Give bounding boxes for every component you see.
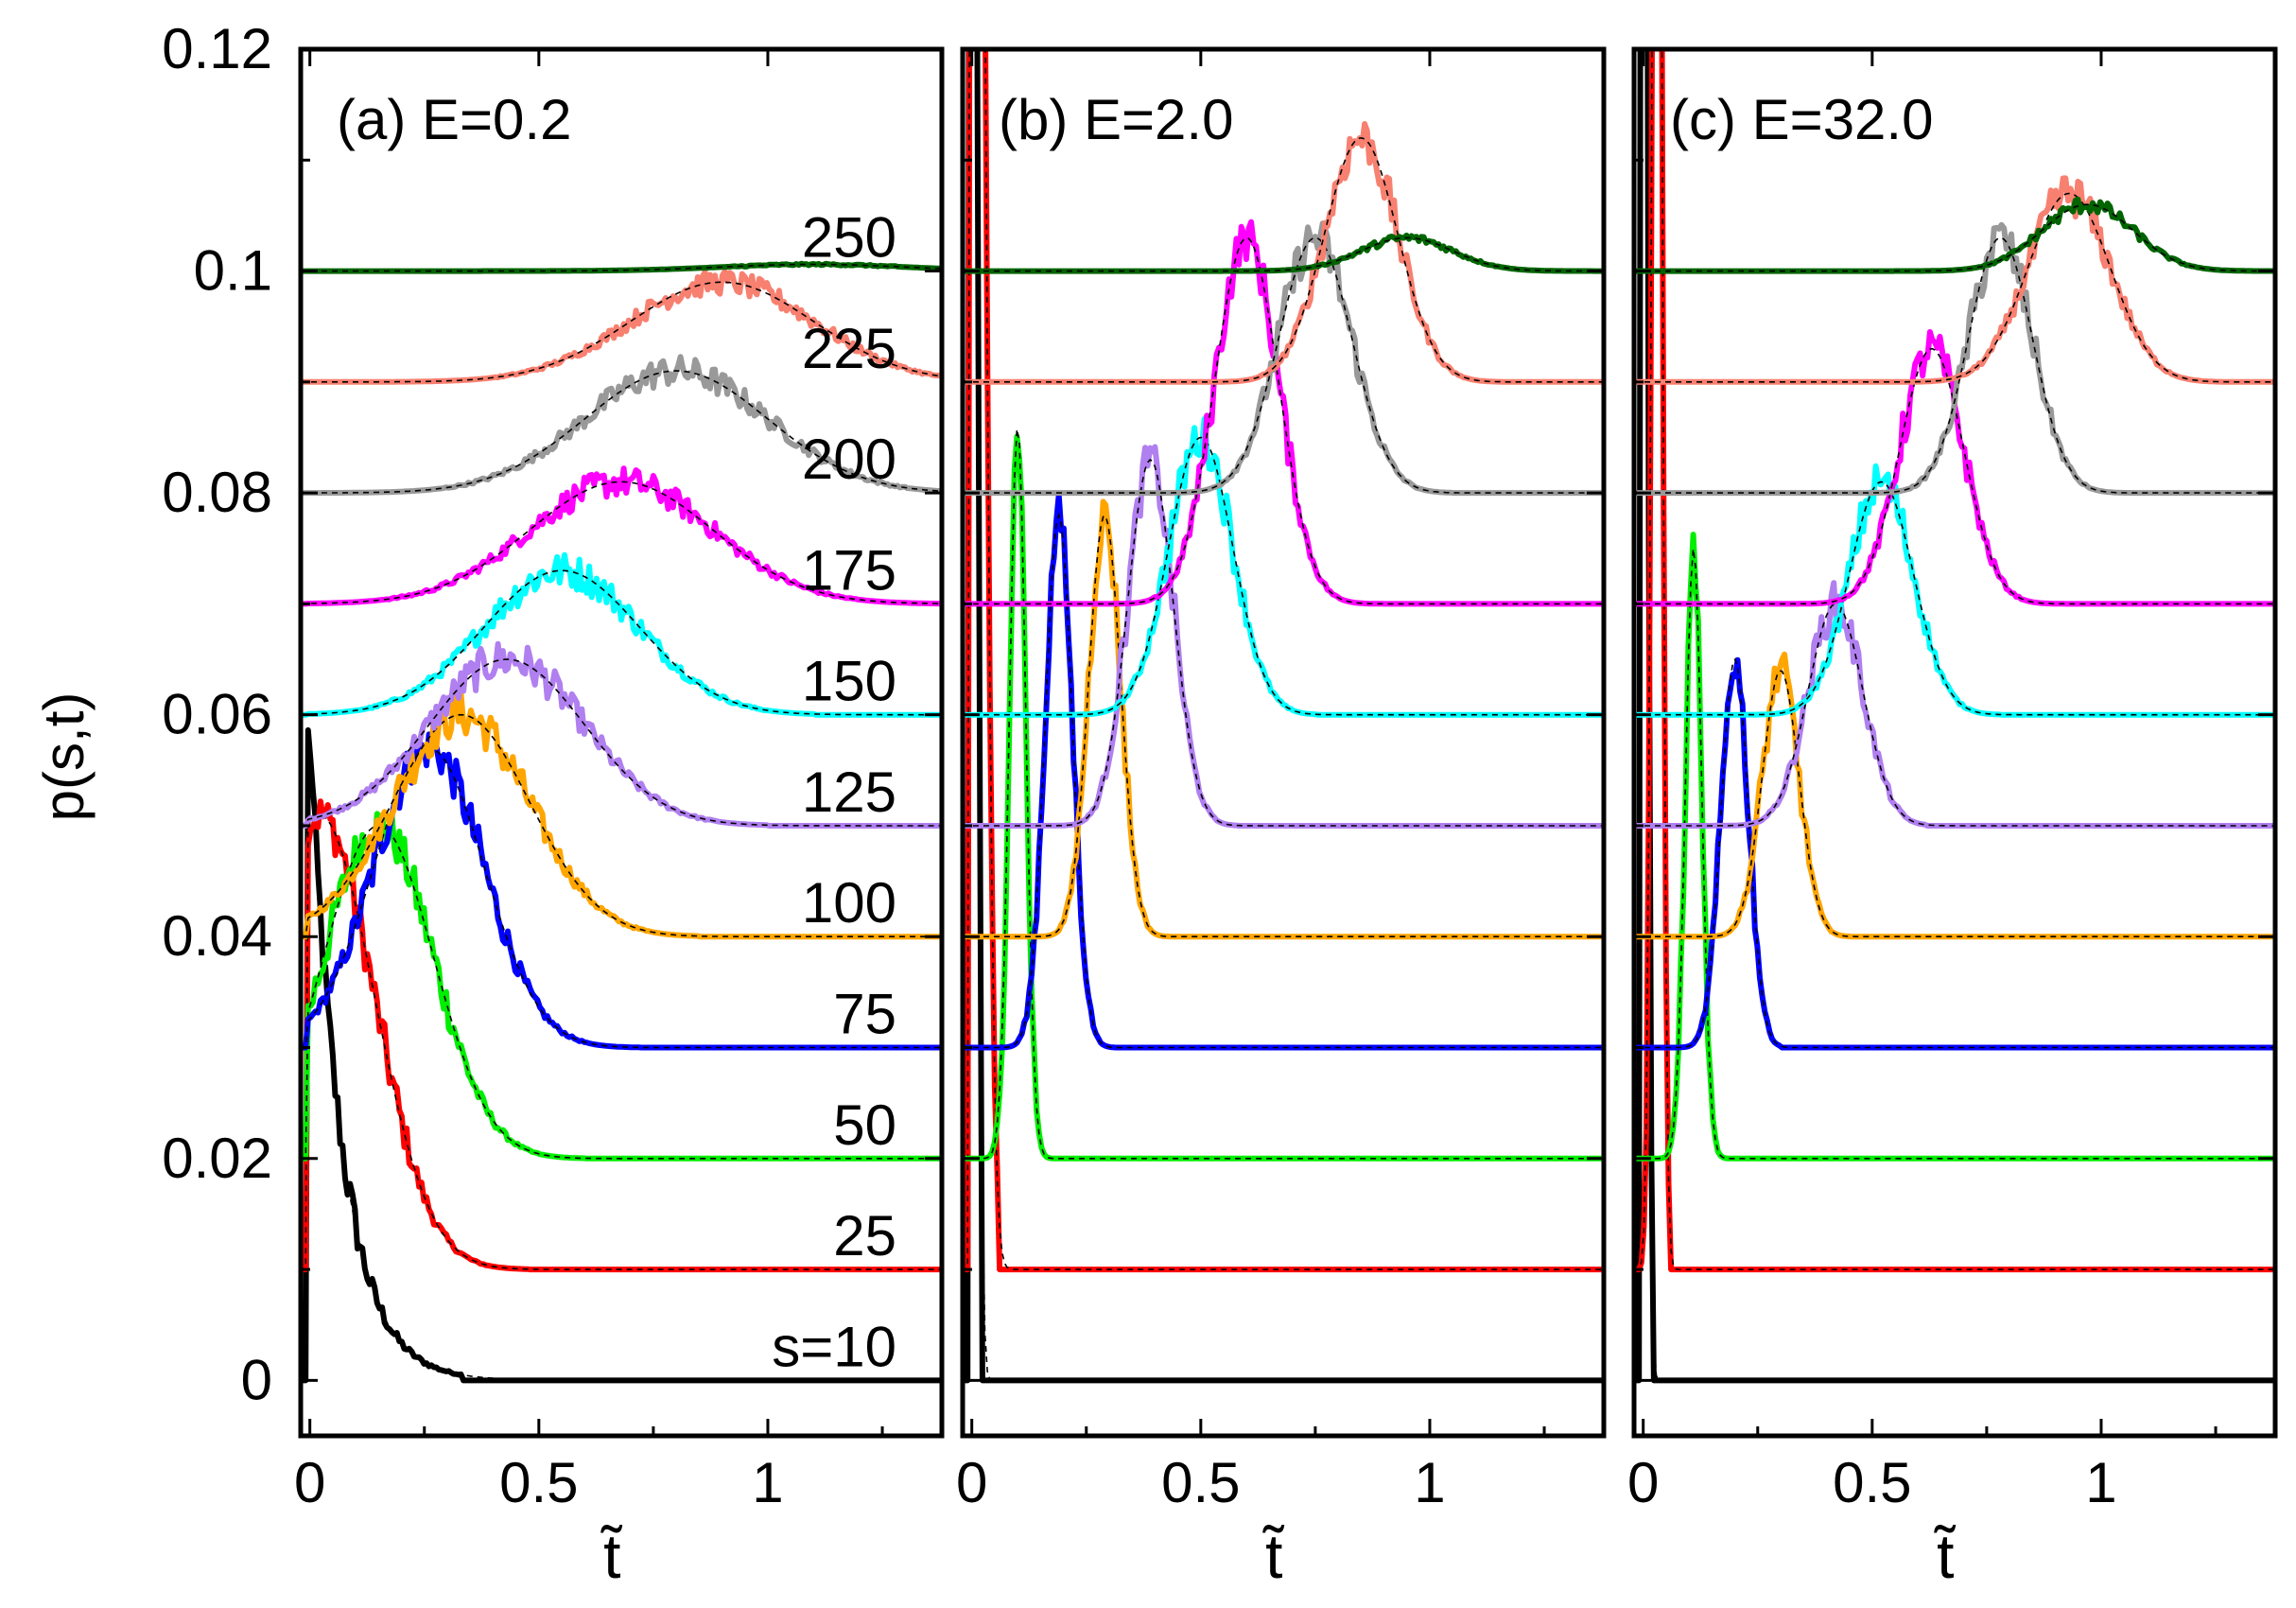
fit-line-200 [301,370,942,494]
panel-title: (b) E=2.0 [999,88,1233,151]
panel-b: 0 0.5 1 (b) E=2.0 t̃ [956,46,1607,1591]
fit-line-100 [963,515,1604,937]
x-axis-label: t̃ [1934,1521,1957,1591]
plot-frame [960,46,1607,1439]
series-line-s10 [963,49,1604,1384]
fit-line-225 [963,137,1604,383]
fit-line-125 [301,658,942,827]
y-axis-label: p(s,t) [32,692,96,822]
x-axis-label: t̃ [600,1521,623,1591]
series-label: 75 [833,983,896,1046]
fit-line-250 [963,236,1604,272]
series-label: 150 [802,650,896,713]
fit-line-150 [1634,481,2275,716]
series-line-250 [963,232,1604,274]
series-line-150 [963,416,1604,718]
x-tick-label: 0 [294,1451,325,1514]
series-line-25 [963,49,1604,1273]
fit-line-200 [963,236,1604,494]
fit-line-100 [301,713,942,937]
fit-line-75 [963,512,1604,1049]
panel-c: 0 0.5 1 (c) E=32.0 t̃ [1627,46,2278,1591]
fit-line-175 [963,236,1604,605]
fit-line-25 [1634,49,2275,1270]
y-tick-label: 0.06 [162,683,272,746]
series-label: 200 [802,428,896,491]
x-tick-label: 1 [1414,1451,1445,1514]
series-label: 50 [833,1093,896,1157]
fit-line-250 [301,263,942,272]
fit-line-50 [1634,549,2275,1160]
fit-line-50 [963,428,1604,1160]
series-line-250 [1634,196,2275,274]
plot-area [301,260,942,1384]
series-line-175 [1634,329,2275,607]
panels-group: 0 0.5 1 0 0.02 0.04 0.06 0.08 0.1 0.12 s=10 25 50 75 1… [162,17,2278,1591]
series-label: 125 [802,760,896,824]
fit-line-25 [963,49,1604,1270]
plot-frame [1631,46,2278,1439]
series-line-75 [963,492,1604,1051]
panel-title: (a) E=0.2 [337,88,571,151]
x-tick-label: 0.5 [1161,1451,1240,1514]
fit-line-225 [1634,192,2275,383]
fit-line-250 [1634,203,2275,272]
series-line-225 [1634,175,2275,385]
y-tick-label: 0.08 [162,461,272,524]
series-label: 175 [802,538,896,602]
series-line-25 [1634,49,2275,1273]
series-label: s=10 [772,1315,896,1378]
fit-line-25 [301,813,942,1270]
series-line-100 [301,691,942,940]
x-tick-label: 0 [956,1451,987,1514]
y-tick-label: 0.02 [162,1127,272,1190]
panel-title: (c) E=32.0 [1670,88,1933,151]
y-tick-label: 0 [241,1348,272,1411]
panel-a: 0 0.5 1 0 0.02 0.04 0.06 0.08 0.1 0.12 s=10 25 50 75 1… [162,17,945,1591]
fit-line-225 [301,281,942,383]
series-line-50 [1634,532,2275,1162]
y-tick-label: 0.1 [194,239,272,303]
series-label: 225 [802,317,896,380]
x-tick-label: 0.5 [499,1451,578,1514]
fit-line-100 [1634,670,2275,937]
fit-line-150 [963,436,1604,716]
series-line-100 [963,498,1604,940]
series-line-225 [963,121,1604,385]
series-label: 100 [802,871,896,935]
x-tick-label: 1 [752,1451,783,1514]
plot-area [963,49,1604,1384]
fit-line-50 [301,825,942,1160]
y-tick-label: 0.04 [162,904,272,968]
series-line-75 [1634,656,2275,1051]
y-tick-label: 0.12 [162,17,272,80]
plot-frame [298,46,945,1439]
fit-line-s10 [963,49,1604,1382]
fit-line-s10 [301,736,942,1382]
plot-area [1634,49,2275,1384]
fit-line-200 [1634,236,2275,494]
series-label: 250 [802,206,896,270]
fit-line-75 [1634,657,2275,1049]
x-tick-label: 1 [2085,1451,2116,1514]
fit-line-125 [1634,603,2275,827]
x-tick-label: 0.5 [1833,1451,1911,1514]
fit-line-125 [963,458,1604,827]
fit-line-s10 [1634,49,2275,1382]
series-label: 25 [833,1204,896,1267]
fit-line-175 [301,481,942,605]
x-axis-label: t̃ [1262,1521,1285,1591]
x-tick-label: 0 [1627,1451,1659,1514]
